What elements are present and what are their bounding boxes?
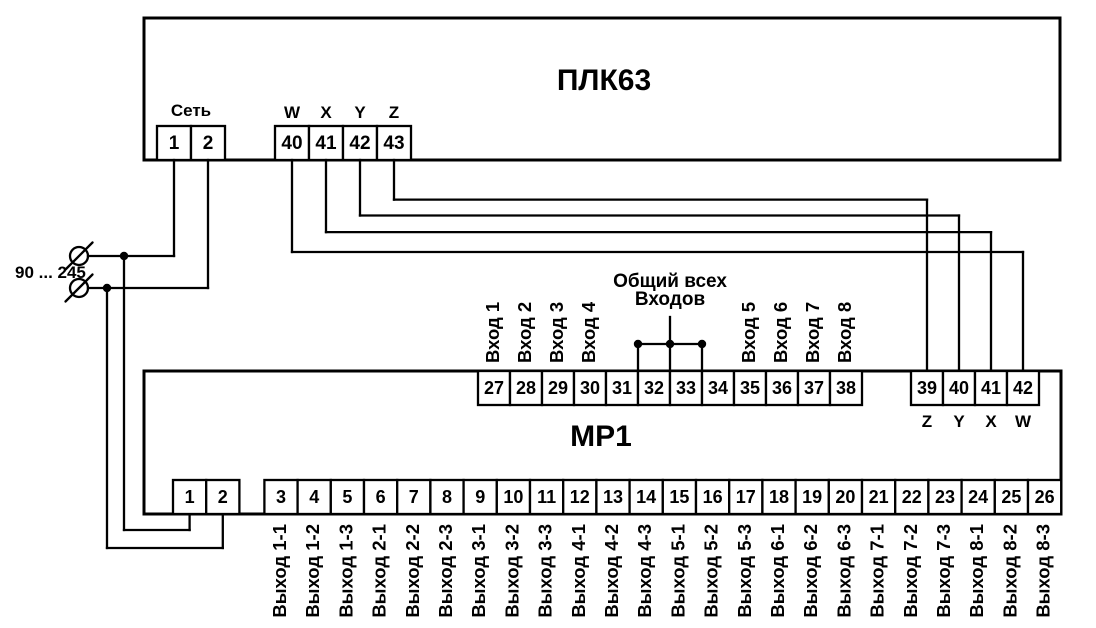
svg-text:5: 5	[342, 487, 352, 507]
svg-text:Выход 2-2: Выход 2-2	[402, 524, 423, 618]
svg-text:Выход 1-1: Выход 1-1	[269, 524, 290, 618]
svg-text:28: 28	[516, 378, 536, 398]
svg-text:Вход 7: Вход 7	[802, 302, 823, 363]
svg-text:Вход 2: Вход 2	[514, 302, 535, 363]
svg-text:33: 33	[676, 378, 696, 398]
svg-text:11: 11	[537, 487, 556, 507]
svg-text:16: 16	[703, 487, 723, 507]
svg-text:Выход 8-1: Выход 8-1	[966, 524, 987, 618]
svg-text:Вход 5: Вход 5	[738, 302, 759, 363]
svg-text:Выход 6-3: Выход 6-3	[833, 524, 854, 618]
svg-text:Выход 5-1: Выход 5-1	[667, 524, 688, 618]
svg-text:Z: Z	[922, 412, 932, 431]
svg-text:W: W	[1015, 412, 1032, 431]
svg-text:X: X	[985, 412, 997, 431]
svg-text:Выход 7-2: Выход 7-2	[900, 524, 921, 618]
svg-text:Вход 3: Вход 3	[546, 302, 567, 363]
svg-text:Вход 8: Вход 8	[834, 302, 855, 363]
svg-text:3: 3	[276, 487, 286, 507]
svg-text:Выход 1-2: Выход 1-2	[302, 524, 323, 618]
svg-text:43: 43	[383, 133, 404, 154]
svg-text:Вход 1: Вход 1	[482, 302, 503, 363]
svg-text:26: 26	[1035, 487, 1055, 507]
svg-text:Z: Z	[389, 103, 399, 122]
svg-text:Входов: Входов	[635, 289, 705, 310]
svg-text:4: 4	[309, 487, 319, 507]
svg-text:Выход 4-1: Выход 4-1	[568, 524, 589, 618]
svg-text:W: W	[284, 103, 301, 122]
svg-text:Выход 3-3: Выход 3-3	[535, 524, 556, 618]
svg-text:7: 7	[409, 487, 419, 507]
svg-text:Выход 4-2: Выход 4-2	[601, 524, 622, 618]
svg-text:30: 30	[580, 378, 600, 398]
svg-text:Выход 3-2: Выход 3-2	[501, 524, 522, 618]
svg-text:31: 31	[612, 378, 632, 398]
svg-text:2: 2	[218, 487, 228, 507]
svg-text:37: 37	[804, 378, 824, 398]
svg-text:42: 42	[349, 133, 370, 154]
svg-text:8: 8	[442, 487, 452, 507]
svg-text:Выход 8-3: Выход 8-3	[1033, 524, 1054, 618]
svg-text:23: 23	[935, 487, 955, 507]
svg-text:14: 14	[636, 487, 656, 507]
svg-text:24: 24	[968, 487, 988, 507]
svg-text:25: 25	[1001, 487, 1021, 507]
svg-text:Выход 3-1: Выход 3-1	[468, 524, 489, 618]
svg-text:21: 21	[869, 487, 889, 507]
svg-text:Выход 2-1: Выход 2-1	[369, 524, 390, 618]
svg-text:22: 22	[902, 487, 922, 507]
svg-text:90 ... 245: 90 ... 245	[15, 263, 86, 282]
svg-text:13: 13	[603, 487, 623, 507]
svg-text:38: 38	[836, 378, 856, 398]
svg-text:12: 12	[570, 487, 590, 507]
svg-text:19: 19	[802, 487, 822, 507]
svg-text:29: 29	[548, 378, 568, 398]
svg-text:Вход 6: Вход 6	[770, 302, 791, 363]
svg-text:17: 17	[736, 487, 756, 507]
svg-text:Выход 7-1: Выход 7-1	[867, 524, 888, 618]
svg-text:41: 41	[981, 378, 1001, 398]
svg-text:Выход 5-3: Выход 5-3	[734, 524, 755, 618]
svg-text:18: 18	[769, 487, 789, 507]
svg-text:32: 32	[644, 378, 664, 398]
svg-text:X: X	[320, 103, 332, 122]
svg-text:Выход 4-3: Выход 4-3	[634, 524, 655, 618]
svg-text:Выход 5-2: Выход 5-2	[701, 524, 722, 618]
svg-text:Выход 6-2: Выход 6-2	[800, 524, 821, 618]
svg-text:36: 36	[772, 378, 792, 398]
svg-text:Выход 2-3: Выход 2-3	[435, 524, 456, 618]
svg-text:Сеть: Сеть	[171, 101, 211, 120]
svg-text:1: 1	[185, 487, 195, 507]
svg-text:ПЛК63: ПЛК63	[557, 64, 651, 97]
svg-text:34: 34	[708, 378, 728, 398]
svg-text:40: 40	[949, 378, 969, 398]
svg-text:2: 2	[203, 133, 214, 154]
svg-text:Y: Y	[354, 103, 366, 122]
svg-text:6: 6	[376, 487, 386, 507]
svg-text:Выход 7-3: Выход 7-3	[933, 524, 954, 618]
svg-text:20: 20	[835, 487, 855, 507]
svg-text:35: 35	[740, 378, 760, 398]
svg-text:Y: Y	[953, 412, 965, 431]
svg-text:41: 41	[315, 133, 337, 154]
svg-text:10: 10	[503, 487, 523, 507]
svg-text:9: 9	[475, 487, 485, 507]
svg-text:MP1: MP1	[570, 420, 632, 453]
svg-text:1: 1	[169, 133, 180, 154]
svg-text:27: 27	[484, 378, 504, 398]
svg-text:Вход 4: Вход 4	[578, 301, 599, 363]
svg-text:Выход 1-3: Выход 1-3	[335, 524, 356, 618]
svg-text:Выход 6-1: Выход 6-1	[767, 524, 788, 618]
svg-text:40: 40	[281, 133, 302, 154]
svg-text:Выход 8-2: Выход 8-2	[999, 524, 1020, 618]
svg-text:15: 15	[669, 487, 689, 507]
svg-text:39: 39	[917, 378, 937, 398]
svg-text:42: 42	[1013, 378, 1033, 398]
